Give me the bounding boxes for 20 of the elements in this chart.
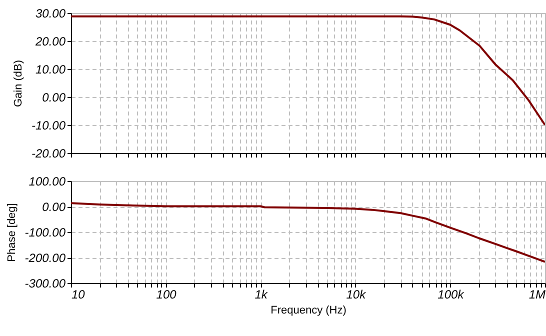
y-tick-label: 0.00 xyxy=(42,200,66,214)
y-tick-label: 30.00 xyxy=(35,6,66,20)
y-axis-title: Phase [deg] xyxy=(6,203,18,262)
x-tick-label: 1k xyxy=(254,288,268,302)
y-tick-label: -300.00 xyxy=(24,276,66,290)
y-tick-label: -20.00 xyxy=(31,146,66,160)
x-tick-label: 10 xyxy=(72,288,86,302)
y-tick-label: 20.00 xyxy=(34,34,66,48)
y-axis-title: Gain (dB) xyxy=(12,60,24,108)
y-tick-label: 0.00 xyxy=(42,90,66,104)
x-tick-label: 1M xyxy=(528,288,546,302)
y-tick-label: 100.00 xyxy=(28,174,66,188)
y-tick-label: 10.00 xyxy=(35,62,66,76)
y-tick-label: -100.00 xyxy=(24,226,66,240)
x-axis-title: Frequency (Hz) xyxy=(270,304,346,316)
x-tick-label: 100 xyxy=(156,288,177,302)
y-tick-label: -200.00 xyxy=(24,251,66,265)
x-tick-label: 10k xyxy=(346,288,367,302)
x-tick-label: 100k xyxy=(438,288,465,302)
y-tick-label: -10.00 xyxy=(31,118,66,132)
